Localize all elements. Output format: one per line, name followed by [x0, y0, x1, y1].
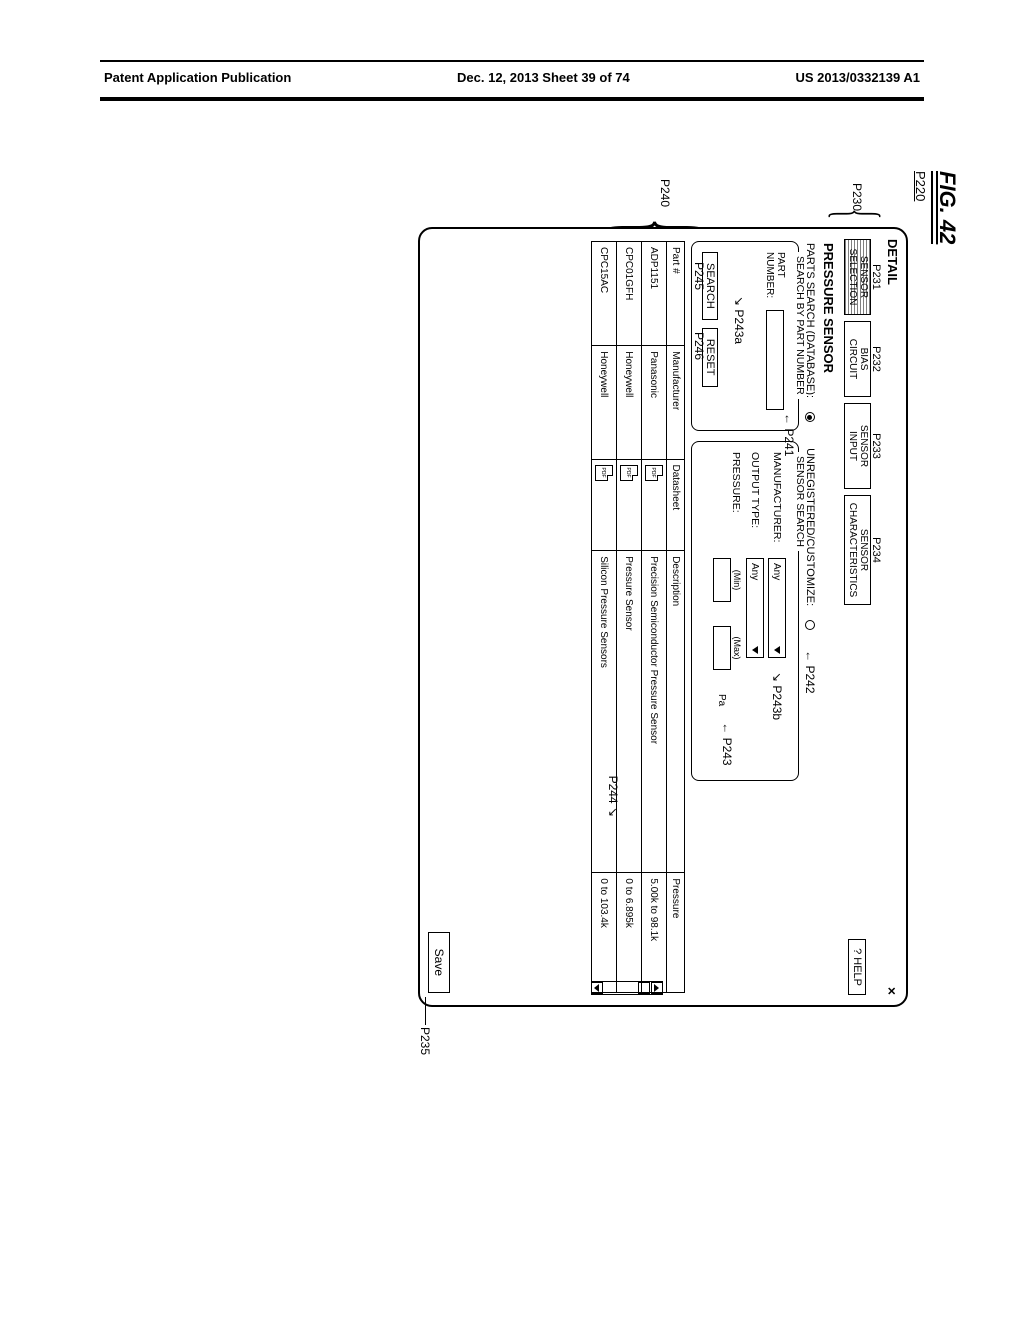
parts-table-header: Part # Manufacturer Datasheet Descriptio… — [667, 242, 685, 993]
table-row[interactable]: ADP1151PanasonicPDFPrecision Semiconduct… — [642, 242, 667, 993]
ref-p245: P245 — [692, 262, 706, 290]
output-type-select[interactable]: Any — [746, 558, 764, 658]
parts-table: Part # Manufacturer Datasheet Descriptio… — [591, 241, 685, 993]
scroll-down-icon[interactable] — [591, 982, 603, 994]
table-row[interactable]: CPC15ACHoneywellPDFSilicon Pressure Sens… — [592, 242, 617, 993]
pressure-min-input[interactable] — [713, 558, 731, 602]
page-header: Patent Application Publication Dec. 12, … — [100, 70, 924, 97]
pdf-icon[interactable]: PDF — [620, 465, 638, 481]
window-title: DETAIL — [884, 239, 900, 285]
ref-p235: P235 — [418, 1027, 432, 1055]
ref-p243a: ↘ P243a — [732, 296, 746, 344]
legend-sensor-search: SENSOR SEARCH — [794, 452, 806, 551]
help-button[interactable]: ? HELP — [849, 939, 867, 995]
min-label: (Min) — [732, 558, 742, 602]
header-center: Dec. 12, 2013 Sheet 39 of 74 — [457, 70, 630, 85]
manufacturer-label: MANUFACTURER: — [771, 452, 783, 552]
header-left: Patent Application Publication — [104, 70, 291, 85]
figure-label: FIG. 42 — [931, 171, 960, 244]
tab-sensor-characteristics[interactable]: SENSOR CHARACTERISTICS — [844, 495, 871, 605]
close-icon[interactable]: × — [884, 987, 900, 995]
detail-window: DETAIL × P231 P232 P233 P234 SENSOR SELE… — [418, 227, 908, 1007]
pressure-max-input[interactable] — [713, 626, 731, 670]
table-scrollbar[interactable] — [591, 981, 663, 995]
scroll-thumb[interactable] — [638, 982, 650, 994]
pressure-unit: Pa — [717, 694, 728, 706]
tab-bias-circuit[interactable]: BIAS CIRCUIT — [844, 321, 871, 397]
manufacturer-select[interactable]: Any — [768, 558, 786, 658]
max-label: (Max) — [732, 626, 742, 670]
sensor-search-group: SENSOR SEARCH MANUFACTURER: Any ↘ P243b … — [691, 441, 799, 781]
pressure-sensor-heading: PRESSURE SENSOR — [821, 243, 836, 995]
ref-p240: P240 — [658, 179, 672, 207]
output-type-label: OUTPUT TYPE: — [749, 452, 761, 552]
tab-sensor-input[interactable]: SENSOR INPUT — [844, 403, 871, 489]
radio-parts-db[interactable] — [805, 412, 815, 422]
header-right: US 2013/0332139 A1 — [795, 70, 920, 85]
save-button[interactable]: Save — [428, 932, 450, 993]
parts-table-wrap: Part # Manufacturer Datasheet Descriptio… — [591, 241, 685, 993]
ref-p230: P230 — [850, 183, 864, 211]
ref-p246: P246 — [692, 332, 706, 360]
tab-ref-row: P231 P232 P233 P234 — [870, 229, 882, 1005]
tab-sensor-selection[interactable]: SENSOR SELECTION — [844, 239, 871, 315]
part-number-label: PART NUMBER: — [764, 252, 786, 304]
pdf-icon[interactable]: PDF — [595, 465, 613, 481]
search-by-part-number-group: SEARCH BY PART NUMBER PART NUMBER: ↘ P24… — [691, 241, 799, 431]
tab-bar: SENSOR SELECTION BIAS CIRCUIT SENSOR INP… — [844, 229, 871, 1005]
legend-search-partnum: SEARCH BY PART NUMBER — [794, 252, 806, 399]
pressure-label: PRESSURE: — [730, 452, 742, 552]
table-row[interactable]: CPC01GFHHoneywellPDFPressure Sensor0 to … — [617, 242, 642, 993]
part-number-input[interactable] — [766, 310, 784, 410]
figure-42: FIG. 42 P220 { P230 { P240 DETAIL × P231… — [370, 171, 930, 1071]
ref-p220: P220 — [913, 171, 928, 201]
scroll-up-icon[interactable] — [651, 982, 663, 994]
radio-unregistered[interactable] — [805, 620, 815, 630]
pdf-icon[interactable]: PDF — [645, 465, 663, 481]
